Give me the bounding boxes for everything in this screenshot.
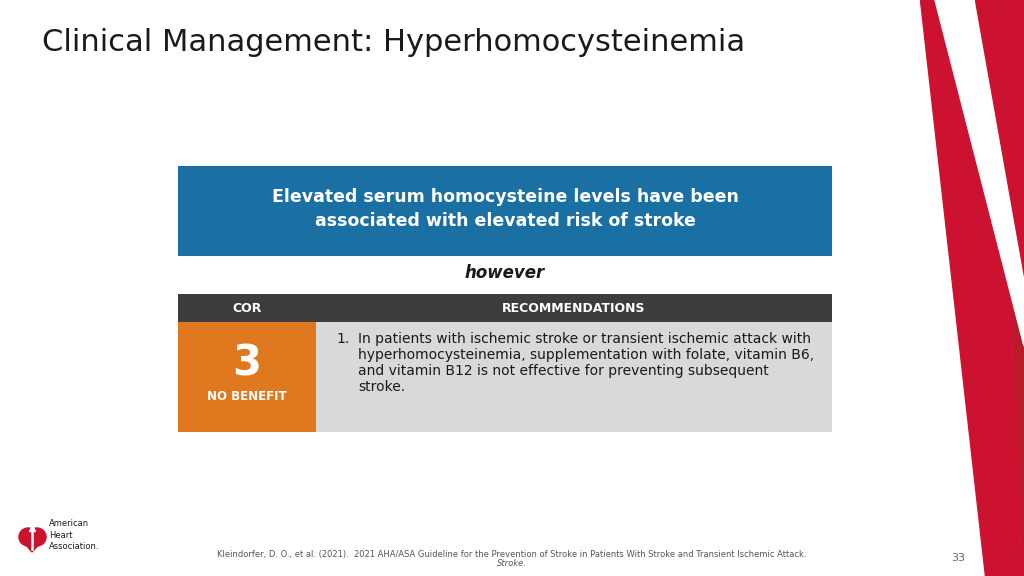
Text: American
Heart
Association.: American Heart Association.	[49, 519, 99, 551]
Text: Stroke.: Stroke.	[497, 559, 527, 567]
FancyBboxPatch shape	[178, 322, 316, 432]
Polygon shape	[19, 537, 46, 552]
Text: Kleindorfer, D. O., et al. (2021).  2021 AHA/ASA Guideline for the Prevention of: Kleindorfer, D. O., et al. (2021). 2021 …	[217, 550, 807, 559]
Text: 33: 33	[951, 553, 965, 563]
Polygon shape	[920, 0, 1024, 576]
Polygon shape	[975, 0, 1024, 276]
Text: stroke.: stroke.	[358, 380, 406, 394]
Circle shape	[28, 528, 46, 546]
Text: NO BENEFIT: NO BENEFIT	[207, 391, 287, 404]
Text: 3: 3	[232, 342, 261, 384]
FancyBboxPatch shape	[178, 294, 831, 322]
Text: In patients with ischemic stroke or transient ischemic attack with: In patients with ischemic stroke or tran…	[358, 332, 811, 346]
Polygon shape	[935, 0, 1024, 346]
Text: associated with elevated risk of stroke: associated with elevated risk of stroke	[314, 212, 695, 230]
Text: Clinical Management: Hyperhomocysteinemia: Clinical Management: Hyperhomocysteinemi…	[42, 28, 745, 57]
FancyBboxPatch shape	[178, 166, 831, 256]
Polygon shape	[1000, 0, 1024, 576]
Text: and vitamin B12 is not effective for preventing subsequent: and vitamin B12 is not effective for pre…	[358, 364, 769, 378]
Text: Elevated serum homocysteine levels have been: Elevated serum homocysteine levels have …	[271, 188, 738, 206]
Circle shape	[19, 528, 37, 546]
Text: COR: COR	[232, 301, 262, 314]
Text: RECOMMENDATIONS: RECOMMENDATIONS	[502, 301, 646, 314]
Text: however: however	[465, 264, 545, 282]
Text: hyperhomocysteinemia, supplementation with folate, vitamin B6,: hyperhomocysteinemia, supplementation wi…	[358, 348, 814, 362]
FancyBboxPatch shape	[178, 322, 831, 432]
Text: 1.: 1.	[336, 332, 349, 346]
